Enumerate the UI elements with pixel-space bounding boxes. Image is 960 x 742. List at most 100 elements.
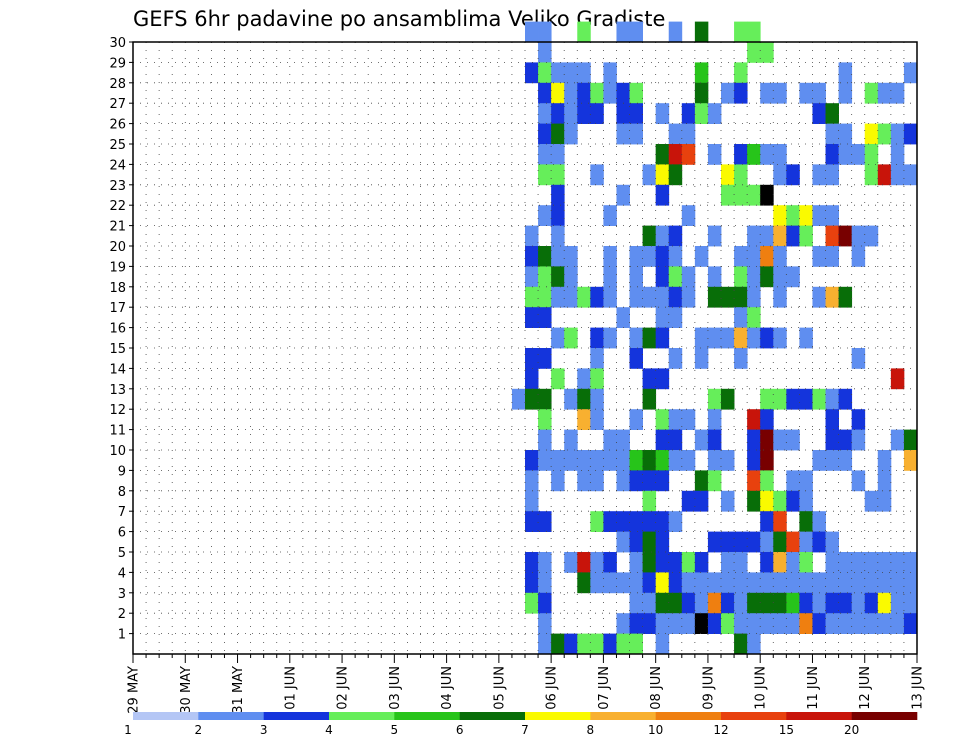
precip-cell	[825, 388, 839, 410]
x-tick-label: 08 JUN	[649, 666, 664, 710]
precip-cell	[538, 307, 552, 328]
precip-cell	[655, 327, 670, 349]
precip-cell	[629, 633, 643, 655]
y-tick-label: 23	[109, 179, 126, 194]
precip-cell	[629, 82, 643, 104]
precip-cell	[564, 266, 578, 288]
precip-cell	[603, 205, 617, 226]
precip-cell	[525, 511, 539, 532]
precip-cell	[838, 62, 853, 84]
precip-cell	[707, 613, 722, 634]
precip-cell	[773, 225, 787, 247]
precip-cell	[590, 327, 604, 349]
precip-cell	[551, 246, 565, 267]
precip-cell	[877, 552, 892, 573]
precip-cell	[668, 511, 683, 532]
y-tick-label: 25	[109, 138, 126, 153]
precip-cell	[538, 348, 552, 369]
precip-cell	[551, 164, 565, 186]
precip-cell	[760, 184, 774, 206]
precip-cell	[564, 246, 578, 267]
precip-cell	[538, 286, 552, 308]
precip-cell	[734, 266, 748, 288]
precip-cell	[747, 246, 761, 267]
precip-cell	[825, 572, 839, 594]
precip-cell	[786, 552, 800, 573]
precip-cell	[877, 470, 892, 492]
precip-cell	[642, 511, 657, 532]
precip-cell	[786, 266, 800, 288]
precip-cell	[747, 42, 761, 63]
precip-cell	[721, 613, 735, 634]
colorbar-label: 12	[713, 723, 728, 737]
precip-cell	[616, 531, 630, 553]
precip-cell	[590, 103, 604, 124]
precip-cell	[538, 552, 552, 573]
precip-cell	[812, 164, 826, 186]
precip-cell	[903, 552, 918, 573]
precip-cell	[551, 205, 565, 226]
y-tick-label: 14	[109, 362, 126, 377]
precip-cell	[799, 552, 813, 573]
precip-cell	[890, 572, 905, 594]
precip-cell	[564, 286, 578, 308]
y-tick-label: 27	[109, 97, 126, 112]
precip-cell	[668, 225, 683, 247]
precip-cell	[629, 531, 643, 553]
precip-cell	[629, 409, 643, 430]
precip-cell	[590, 348, 604, 369]
precip-cell	[590, 164, 604, 186]
y-tick-label: 7	[118, 505, 126, 520]
precip-cell	[864, 123, 879, 145]
precip-cell	[616, 123, 630, 145]
x-tick-label: 12 JUN	[858, 666, 873, 710]
precip-cell	[577, 103, 591, 124]
precip-cell	[773, 613, 787, 634]
precip-cell	[655, 613, 670, 634]
precip-cell	[681, 409, 696, 430]
precip-cell	[747, 266, 761, 288]
precip-cell	[747, 490, 761, 512]
precip-cell	[564, 327, 578, 349]
precip-cell	[564, 633, 578, 655]
precip-cell	[903, 450, 918, 471]
precip-cell	[864, 490, 879, 512]
precip-cell	[734, 246, 748, 267]
precip-cell	[603, 572, 617, 594]
precip-cell	[851, 246, 866, 267]
precip-cell	[707, 327, 722, 349]
precip-cell	[668, 123, 683, 145]
precip-cell	[564, 123, 578, 145]
y-tick-label: 6	[118, 526, 126, 541]
precip-cell	[707, 450, 722, 471]
precip-cell	[903, 164, 918, 186]
colorbar-label: 8	[587, 723, 595, 737]
colorbar-segment	[590, 712, 656, 720]
precip-cell	[721, 286, 735, 308]
precip-cell	[812, 511, 826, 532]
precip-cell	[551, 82, 565, 104]
precip-cell	[721, 164, 735, 186]
precip-cell	[629, 552, 643, 573]
precip-cell	[655, 368, 670, 390]
precip-cell	[590, 470, 604, 492]
precip-cell	[551, 450, 565, 471]
y-tick-label: 26	[109, 118, 126, 133]
precip-cell	[812, 103, 826, 124]
precip-cell	[577, 62, 591, 84]
precip-cell	[616, 511, 630, 532]
precip-cell	[603, 266, 617, 288]
precip-cell	[760, 572, 774, 594]
precip-cell	[642, 388, 657, 410]
precip-cell	[773, 388, 787, 410]
precip-cell	[773, 511, 787, 532]
precip-cell	[551, 266, 565, 288]
colorbar-segment	[655, 712, 722, 720]
colorbar-segment	[198, 712, 264, 720]
precip-cell	[747, 21, 761, 43]
precip-cell	[747, 572, 761, 594]
precip-cell	[564, 552, 578, 573]
y-tick-label: 19	[109, 260, 126, 275]
precip-cell	[525, 368, 539, 390]
precip-cell	[707, 470, 722, 492]
